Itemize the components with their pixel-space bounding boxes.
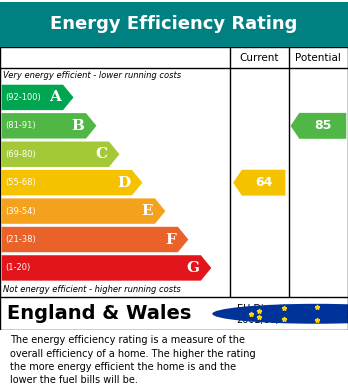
Text: lower the fuel bills will be.: lower the fuel bills will be.: [10, 375, 138, 385]
Text: B: B: [71, 119, 84, 133]
Text: Very energy efficient - lower running costs: Very energy efficient - lower running co…: [3, 71, 182, 80]
Text: 64: 64: [255, 176, 272, 189]
Text: Potential: Potential: [295, 52, 341, 63]
Text: (21-38): (21-38): [5, 235, 36, 244]
Text: (1-20): (1-20): [5, 264, 31, 273]
Text: E: E: [142, 204, 153, 218]
Polygon shape: [2, 170, 142, 196]
Text: (39-54): (39-54): [5, 206, 36, 215]
Text: Energy Efficiency Rating: Energy Efficiency Rating: [50, 15, 298, 34]
Text: (92-100): (92-100): [5, 93, 41, 102]
Polygon shape: [2, 227, 188, 252]
Text: England & Wales: England & Wales: [7, 304, 191, 323]
Polygon shape: [2, 85, 73, 110]
Polygon shape: [2, 113, 96, 138]
Text: (55-68): (55-68): [5, 178, 36, 187]
Text: Current: Current: [239, 52, 279, 63]
Text: 2002/91/EC: 2002/91/EC: [237, 316, 293, 325]
Text: (81-91): (81-91): [5, 121, 36, 130]
Text: G: G: [186, 261, 199, 275]
Text: D: D: [117, 176, 130, 190]
Text: 85: 85: [314, 119, 331, 132]
Polygon shape: [233, 170, 285, 196]
Text: F: F: [165, 233, 176, 246]
Text: (69-80): (69-80): [5, 150, 36, 159]
Text: Not energy efficient - higher running costs: Not energy efficient - higher running co…: [3, 285, 181, 294]
Circle shape: [212, 304, 348, 324]
Text: C: C: [95, 147, 107, 161]
Text: The energy efficiency rating is a measure of the: The energy efficiency rating is a measur…: [10, 335, 245, 345]
Polygon shape: [2, 198, 165, 224]
Text: EU Directive: EU Directive: [237, 304, 297, 314]
Polygon shape: [291, 113, 346, 139]
Text: the more energy efficient the home is and the: the more energy efficient the home is an…: [10, 362, 237, 372]
Polygon shape: [2, 142, 119, 167]
Polygon shape: [2, 255, 211, 281]
Text: overall efficiency of a home. The higher the rating: overall efficiency of a home. The higher…: [10, 349, 256, 359]
Text: A: A: [49, 90, 61, 104]
